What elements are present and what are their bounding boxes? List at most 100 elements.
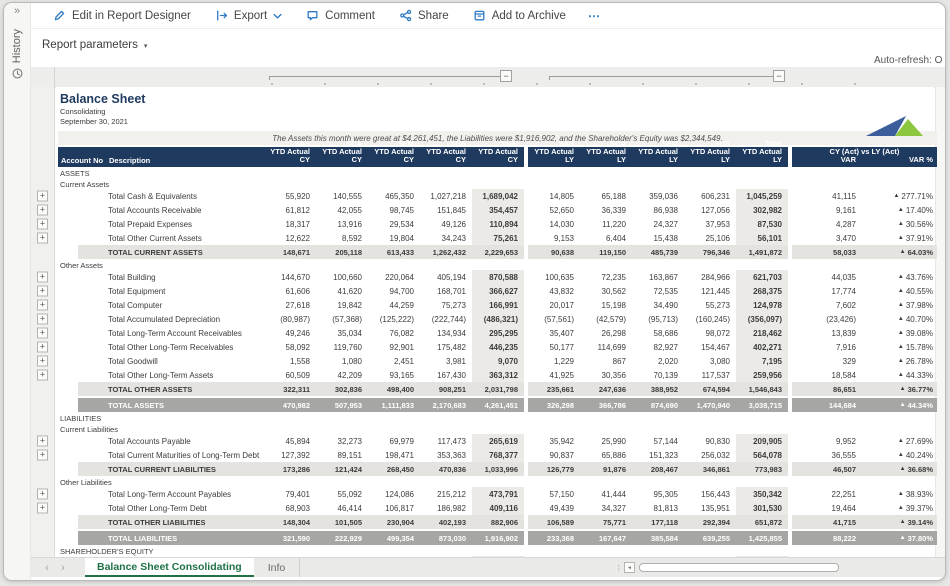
tab-scroll-left-icon[interactable]: ‹ — [45, 561, 49, 574]
var-cell: 41,715 — [792, 515, 862, 529]
toolbar-export-button[interactable]: Export — [203, 9, 294, 22]
value-cell: 498,400 — [368, 382, 420, 396]
value-cell: 507,953 — [316, 398, 368, 412]
tab-balance-sheet-consolidating[interactable]: Balance Sheet Consolidating — [85, 558, 254, 577]
expand-row-button[interactable]: + — [37, 435, 48, 447]
row-label: TOTAL OTHER LIABILITIES — [106, 515, 264, 529]
toolbar-label: Comment — [325, 9, 376, 22]
up-triangle-icon: ▲ — [899, 248, 906, 255]
var-cell: 86,651 — [792, 382, 862, 396]
toolbar-add-to-archive-button[interactable]: Add to Archive — [461, 9, 578, 22]
value-cell: 72,235 — [601, 272, 626, 282]
value-cell: 674,594 — [684, 382, 736, 396]
sidebar-item-history[interactable]: History — [4, 29, 30, 79]
var-cell: 144,684 — [792, 398, 862, 412]
tab-scroll-right-icon[interactable]: › — [61, 561, 65, 574]
row-label: Total Computer — [108, 300, 163, 310]
expand-row-button[interactable]: + — [37, 285, 48, 297]
expand-row-button[interactable]: + — [37, 502, 48, 514]
value-cell: 12,622 — [285, 233, 310, 243]
table-body: ASSETS Current Assets + Total Cash & Equiva… — [37, 167, 937, 563]
toolbar-label: Edit in Report Designer — [72, 9, 191, 22]
sidebar-expand-icon[interactable]: » — [13, 5, 21, 17]
value-cell: 209,905 — [736, 434, 788, 448]
value-cell: 874,690 — [632, 398, 684, 412]
var-pct-cell: ▲ 37.98% — [897, 300, 933, 310]
value-cell: 485,739 — [632, 245, 684, 259]
expand-row-button[interactable]: + — [37, 488, 48, 500]
expand-row-button[interactable]: + — [37, 204, 48, 216]
value-cell: 175,482 — [437, 342, 466, 352]
toolbar-edit-in-report-designer-button[interactable]: Edit in Report Designer — [41, 9, 203, 22]
value-cell: 46,414 — [337, 503, 362, 513]
value-cell: 24,327 — [653, 219, 678, 229]
var-pct-cell: ▲ 36.68% — [862, 462, 937, 476]
value-cell: 359,036 — [649, 191, 678, 201]
horizontal-scrollbar[interactable] — [639, 563, 839, 572]
tab-info[interactable]: Info — [254, 558, 301, 577]
expand-row-button[interactable]: + — [37, 232, 48, 244]
column-gap — [788, 326, 792, 340]
collapse-group-button[interactable]: − — [500, 70, 512, 82]
row-label: Current Assets — [60, 180, 110, 189]
value-cell: 13,916 — [337, 219, 362, 229]
column-gap — [524, 189, 528, 203]
toolbar-more-button[interactable]: ⋯ — [587, 8, 601, 23]
var-pct-cell: ▲ 27.69% — [897, 436, 933, 446]
up-triangle-icon: ▲ — [897, 451, 904, 458]
table-row: + Total Current Maturities of Long-Term D… — [37, 448, 937, 462]
value-cell: 127,056 — [701, 205, 730, 215]
tab-splitter-handle[interactable]: ⁞ — [617, 562, 620, 573]
collapse-group-button[interactable]: − — [773, 70, 785, 82]
value-cell: 3,080 — [709, 356, 730, 366]
value-cell: 321,590 — [264, 531, 316, 545]
expand-row-button[interactable]: + — [37, 190, 48, 202]
value-cell: 292,394 — [684, 515, 736, 529]
value-cell: 908,251 — [420, 382, 472, 396]
toolbar-share-button[interactable]: Share — [387, 9, 461, 22]
value-cell: 446,235 — [472, 340, 524, 354]
report-parameters-button[interactable]: Report parameters ▾ — [42, 39, 147, 51]
value-cell: 353,363 — [437, 450, 466, 460]
row-label: ASSETS — [60, 169, 90, 178]
expand-row-button[interactable]: + — [37, 327, 48, 339]
hscroll-left-button[interactable]: ◄ — [624, 562, 635, 573]
toolbar-comment-button[interactable]: Comment — [294, 9, 387, 22]
table-row: TOTAL CURRENT LIABILITIES 173,286 121,424 2… — [58, 462, 937, 476]
auto-refresh-status: Auto-refresh: O — [874, 55, 943, 66]
var-pct-cell: ▲ 64.03% — [862, 245, 937, 259]
value-cell: 35,942 — [549, 436, 574, 446]
row-label: LIABILITIES — [60, 414, 102, 423]
value-cell: 1,689,042 — [472, 189, 524, 203]
column-gap — [788, 231, 792, 245]
var-cell: 18,584 — [831, 370, 856, 380]
value-cell: 100,635 — [545, 272, 574, 282]
value-cell: 1,558 — [289, 356, 310, 366]
expand-row-button[interactable]: + — [37, 299, 48, 311]
up-triangle-icon: ▲ — [897, 315, 904, 322]
account-no-cell — [58, 203, 106, 217]
value-cell: 167,647 — [580, 531, 632, 545]
value-cell: 651,872 — [736, 515, 788, 529]
up-triangle-icon: ▲ — [897, 273, 904, 280]
expand-row-button[interactable]: + — [37, 369, 48, 381]
vertical-scrollbar[interactable] — [935, 87, 945, 558]
var-cell: 4,287 — [835, 219, 856, 229]
expand-row-button[interactable]: + — [37, 355, 48, 367]
var-pct-cell: ▲ 38.93% — [897, 489, 933, 499]
value-cell: 1,491,872 — [736, 245, 788, 259]
value-cell: 121,445 — [701, 286, 730, 296]
expand-row-button[interactable]: + — [37, 271, 48, 283]
expand-row-button[interactable]: + — [37, 218, 48, 230]
value-cell: 6,404 — [605, 233, 626, 243]
expand-row-button[interactable]: + — [37, 313, 48, 325]
table-row: + Total Cash & Equivalents 55,920 140,555 46… — [37, 189, 937, 203]
expand-row-button[interactable]: + — [37, 449, 48, 461]
value-cell: 93,165 — [389, 370, 414, 380]
value-cell: 43,832 — [549, 286, 574, 296]
var-cell: 36,555 — [831, 450, 856, 460]
expand-row-button[interactable]: + — [37, 341, 48, 353]
value-cell: 110,894 — [472, 217, 524, 231]
column-gap — [524, 284, 528, 298]
report-parameters-label: Report parameters — [42, 39, 138, 51]
